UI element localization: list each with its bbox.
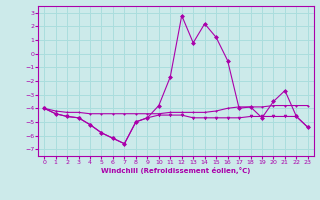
- X-axis label: Windchill (Refroidissement éolien,°C): Windchill (Refroidissement éolien,°C): [101, 167, 251, 174]
